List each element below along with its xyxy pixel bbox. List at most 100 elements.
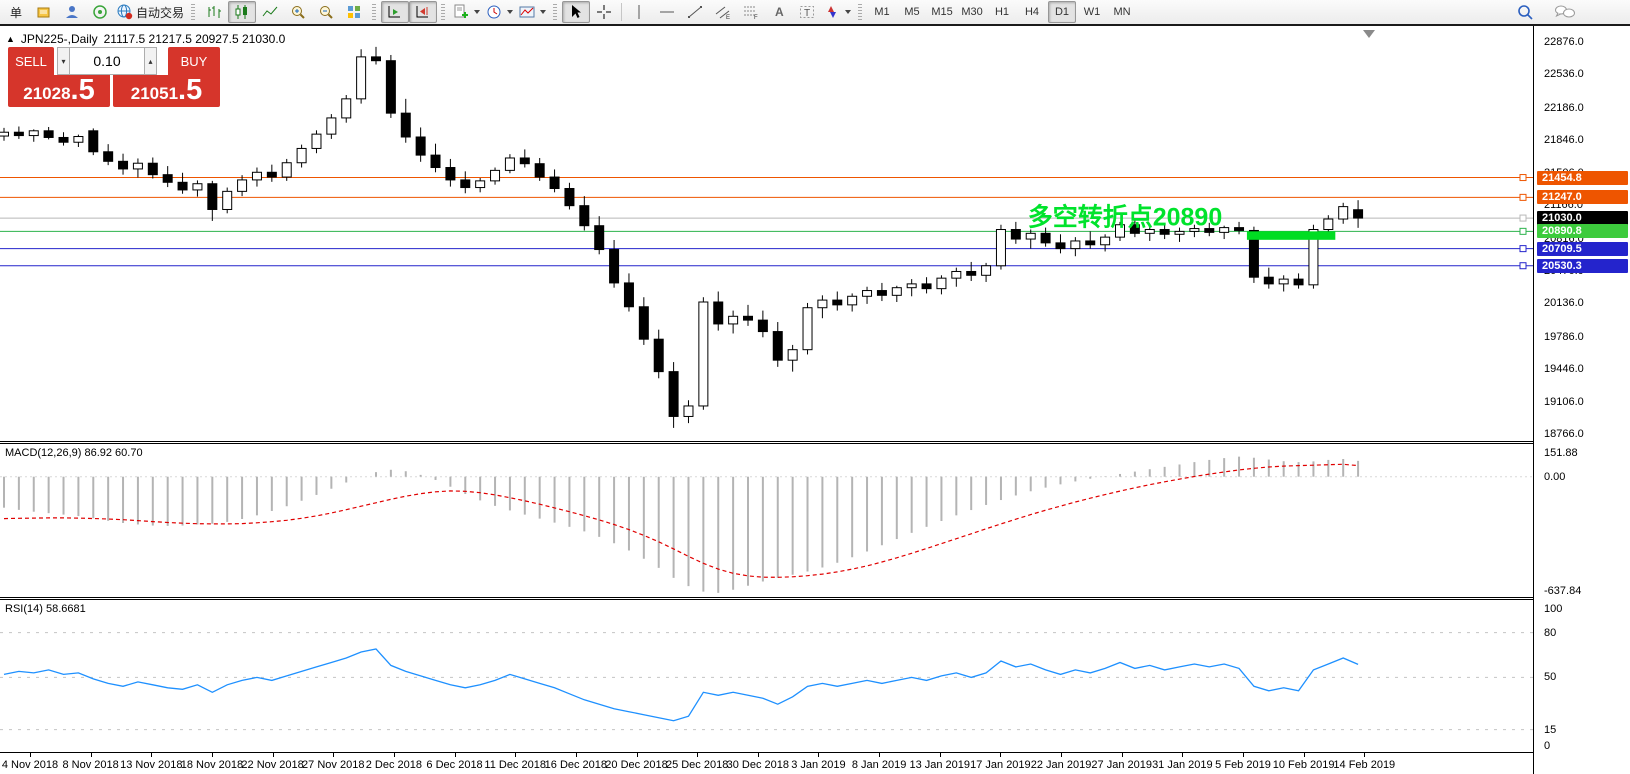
axis-tick-label: 22536.0 bbox=[1544, 68, 1584, 81]
toolbar-separator bbox=[621, 3, 623, 21]
chart-shift-marker[interactable] bbox=[1363, 30, 1375, 38]
candle-body bbox=[668, 371, 679, 417]
chart-shift-button[interactable] bbox=[409, 1, 438, 23]
candlestick-chart-button[interactable] bbox=[228, 1, 257, 23]
search-icon[interactable] bbox=[1516, 3, 1534, 21]
one-click-trading-panel: SELL ▾ 0.10 ▴ BUY 21028.5 21051.5 bbox=[8, 47, 220, 107]
candle-body bbox=[653, 338, 664, 373]
timeframe-H4[interactable]: H4 bbox=[1024, 6, 1040, 18]
time-axis-label: 17 Jan 2019 bbox=[970, 759, 1031, 771]
pane-separator[interactable] bbox=[0, 597, 1630, 600]
axis-tick-label: 19446.0 bbox=[1544, 363, 1584, 376]
axis-tick-label: 15 bbox=[1544, 723, 1557, 736]
zoom-in-button[interactable] bbox=[284, 1, 312, 23]
bar-chart-button[interactable] bbox=[200, 1, 228, 23]
equidistant-channel-tool-button[interactable]: E bbox=[709, 1, 737, 23]
new-order-label: 单 bbox=[9, 5, 22, 20]
candle-body bbox=[1025, 232, 1036, 240]
time-axis-label: 13 Jan 2019 bbox=[909, 759, 971, 771]
timeframe-MN[interactable]: MN bbox=[1113, 6, 1131, 18]
time-axis-label: 25 Dec 2018 bbox=[665, 759, 729, 771]
arrows-tool-button[interactable] bbox=[821, 1, 854, 23]
text-label-tool-button[interactable]: T bbox=[793, 1, 821, 23]
zoom-out-button[interactable] bbox=[312, 1, 340, 23]
toolbar-grip[interactable] bbox=[553, 4, 558, 20]
toolbar-grip[interactable] bbox=[441, 4, 446, 20]
timeframe-M30[interactable]: M30 bbox=[961, 6, 983, 18]
timeframe-H1[interactable]: H1 bbox=[994, 6, 1010, 18]
candle-body bbox=[103, 151, 114, 162]
candle-body bbox=[981, 265, 992, 276]
indicators-button[interactable] bbox=[450, 1, 483, 23]
line-handle[interactable] bbox=[1519, 193, 1527, 201]
autotrading-button[interactable]: 自动交易 bbox=[114, 1, 187, 23]
sell-price-main: 21028 bbox=[23, 84, 71, 103]
horizontal-line-tool-button[interactable] bbox=[653, 1, 681, 23]
candle-body bbox=[1189, 228, 1200, 232]
chat-icon[interactable] bbox=[1554, 3, 1576, 21]
candle-body bbox=[430, 154, 441, 169]
toolbar-grip[interactable] bbox=[372, 4, 377, 20]
bar-chart-icon bbox=[208, 6, 222, 18]
fibonacci-tool-button[interactable]: F bbox=[737, 1, 765, 23]
toolbar-grip[interactable] bbox=[858, 4, 863, 20]
line-handle[interactable] bbox=[1519, 227, 1527, 235]
sell-price-button[interactable]: 21028.5 bbox=[8, 75, 110, 107]
tile-windows-button[interactable] bbox=[340, 1, 368, 23]
periods-button[interactable] bbox=[483, 1, 516, 23]
time-axis-tick bbox=[1182, 753, 1184, 757]
toolbar-grip[interactable] bbox=[191, 4, 196, 20]
timeframe-D1[interactable]: D1 bbox=[1048, 1, 1077, 23]
tile-windows-icon bbox=[348, 6, 361, 18]
timeframe-W1[interactable]: W1 bbox=[1083, 6, 1101, 18]
line-handle[interactable] bbox=[1519, 245, 1527, 253]
auto-scroll-button[interactable] bbox=[381, 1, 410, 23]
line-handle[interactable] bbox=[1519, 214, 1527, 222]
candle-body bbox=[371, 56, 381, 62]
volume-increase-button[interactable]: ▴ bbox=[144, 47, 157, 75]
axis-tick-label: 151.88 bbox=[1544, 447, 1578, 459]
cursor-button[interactable] bbox=[562, 1, 591, 23]
trendline-tool-button[interactable] bbox=[681, 1, 709, 23]
time-axis-label: 11 Dec 2018 bbox=[484, 759, 546, 771]
timeframe-M5[interactable]: M5 bbox=[904, 6, 920, 18]
metaeditor-button[interactable] bbox=[30, 1, 58, 23]
buy-price-button[interactable]: 21051.5 bbox=[113, 75, 220, 107]
line-chart-button[interactable] bbox=[256, 1, 284, 23]
axis-tick-label: 18766.0 bbox=[1544, 428, 1584, 440]
new-order-button[interactable]: 单 bbox=[2, 1, 30, 23]
line-chart-icon bbox=[262, 6, 278, 17]
rsi-pane[interactable] bbox=[0, 600, 1533, 752]
signals-button[interactable] bbox=[86, 1, 114, 23]
candle-body bbox=[757, 319, 768, 333]
time-axis-tick bbox=[1000, 753, 1002, 757]
price-axis[interactable]: 22876.022536.022186.021846.021506.021166… bbox=[1533, 26, 1630, 774]
text-tool-button[interactable]: A bbox=[765, 1, 793, 23]
profile-button[interactable] bbox=[58, 1, 86, 23]
vertical-line-tool-button[interactable] bbox=[625, 1, 653, 23]
highlight-rectangle[interactable] bbox=[1246, 231, 1336, 240]
timeframe-M15[interactable]: M15 bbox=[931, 6, 953, 18]
volume-decrease-button[interactable]: ▾ bbox=[57, 47, 70, 75]
time-axis-tick bbox=[1243, 753, 1244, 757]
macd-indicator-label: MACD(12,26,9) 86.92 60.70 bbox=[5, 447, 143, 459]
candle-body bbox=[132, 162, 143, 170]
timeframe-M1[interactable]: M1 bbox=[874, 6, 890, 18]
crosshair-button[interactable] bbox=[590, 1, 618, 23]
price-line-label: 20530.3 bbox=[1537, 258, 1628, 273]
candle-body bbox=[519, 157, 530, 165]
line-handle[interactable] bbox=[1519, 174, 1527, 182]
text-annotation[interactable]: 多空转折点20890 bbox=[1028, 202, 1223, 231]
templates-button[interactable] bbox=[516, 1, 549, 23]
buy-button[interactable]: BUY bbox=[168, 47, 220, 75]
sell-button[interactable]: SELL bbox=[8, 47, 54, 75]
pane-separator[interactable] bbox=[0, 441, 1630, 444]
panel-collapse-icon[interactable]: ▲ bbox=[6, 33, 15, 44]
volume-input[interactable]: 0.10 bbox=[70, 47, 144, 75]
time-axis[interactable]: 4 Nov 2018 8 Nov 2018 13 Nov 2018 18 Nov 20… bbox=[0, 752, 1630, 774]
macd-pane[interactable] bbox=[0, 444, 1533, 597]
line-handle[interactable] bbox=[1519, 262, 1527, 270]
price-chart-pane[interactable]: 多空转折点20890 bbox=[0, 26, 1533, 441]
candle-body bbox=[936, 277, 947, 290]
